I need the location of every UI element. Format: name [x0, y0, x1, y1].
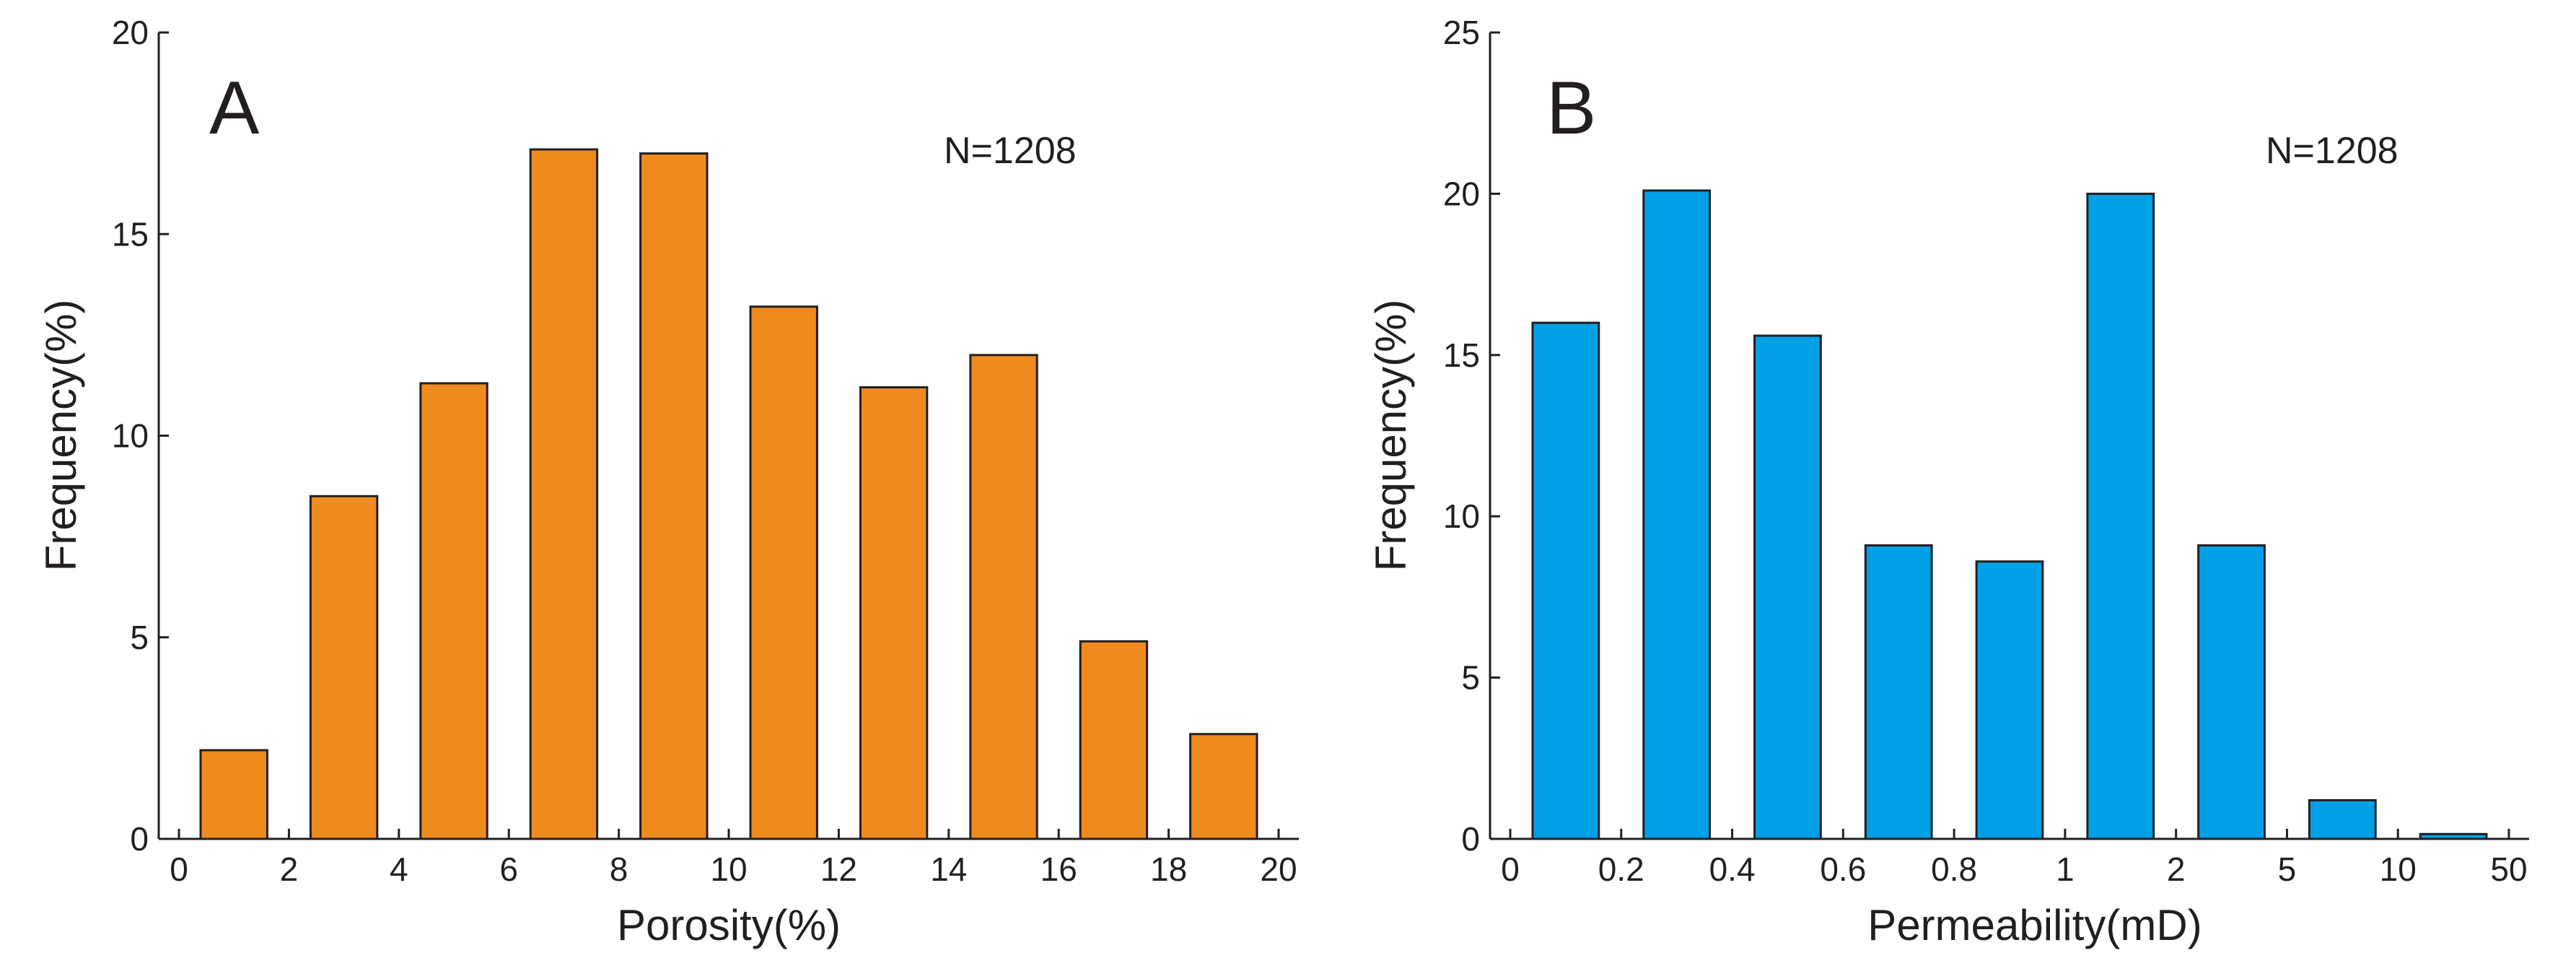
panel-letter-b: B	[1546, 66, 1596, 150]
x-tick-label: 12	[820, 850, 857, 888]
x-tick-label: 4	[390, 850, 408, 888]
x-tick-label: 0	[170, 850, 188, 888]
x-tick-label: 14	[930, 850, 967, 888]
porosity-histogram-panel: A N=1208 0 5 10 15 20 0 2 4 6 8 10 12 14 16 18 20 Poro…	[37, 14, 1299, 949]
x-tick-label: 8	[610, 850, 628, 888]
bar-0-2	[199, 749, 268, 840]
y-tick-label: 15	[1443, 336, 1480, 374]
x-axis-title-b: Permeability(mD)	[1867, 901, 2202, 949]
x-tick-label: 10	[2380, 850, 2417, 888]
y-axis-title-a: Frequency(%)	[37, 300, 85, 572]
x-tick-label: 50	[2490, 850, 2527, 888]
x-tick-label: 6	[499, 850, 518, 888]
y-tick-label: 15	[112, 215, 149, 253]
x-axis-title-a: Porosity(%)	[617, 901, 841, 949]
y-tick-label: 10	[112, 417, 149, 455]
bar-1-2	[2086, 192, 2155, 840]
bar-0.4-0.6	[1753, 334, 1822, 840]
x-tick-label: 0.8	[1931, 850, 1977, 888]
bar-10-12	[749, 305, 818, 840]
bar-4-6	[419, 382, 489, 840]
bar-8-10	[639, 152, 709, 840]
x-tick-label: 0.2	[1598, 850, 1644, 888]
panel-letter-a: A	[209, 66, 260, 150]
x-tick-label: 5	[2278, 850, 2297, 888]
x-tick-label: 10	[710, 850, 747, 888]
bar-0-0.2	[1531, 321, 1600, 840]
y-tick-label: 5	[130, 619, 149, 656]
sample-count-b: N=1208	[2266, 130, 2398, 172]
bar-18-20	[1189, 733, 1258, 840]
x-tick-label: 20	[1260, 850, 1297, 888]
y-tick-label: 25	[1443, 14, 1480, 51]
x-tick-label: 18	[1150, 850, 1187, 888]
y-tick-label: 10	[1443, 497, 1480, 535]
x-ticks-a: 0 2 4 6 8 10 12 14 16 18 20	[170, 829, 1297, 888]
porosity-bars	[199, 148, 1258, 840]
bar-2-5	[2197, 544, 2266, 840]
x-tick-label: 16	[1041, 850, 1077, 888]
bar-5-10	[2308, 798, 2377, 840]
bar-0.2-0.4	[1642, 189, 1712, 840]
bar-16-18	[1079, 640, 1149, 840]
y-ticks-a: 0 5 10 15 20	[112, 14, 169, 858]
y-tick-label: 0	[1461, 820, 1480, 858]
y-tick-label: 20	[1443, 175, 1480, 212]
bar-0.6-0.8	[1864, 544, 1933, 840]
y-tick-label: 0	[130, 820, 149, 858]
x-tick-label: 2	[280, 850, 299, 888]
x-tick-label: 0.6	[1820, 850, 1866, 888]
x-ticks-b: 0 0.2 0.4 0.6 0.8 1 2 5 10 50	[1501, 829, 2528, 888]
y-tick-label: 20	[112, 14, 149, 51]
bar-6-8	[529, 148, 599, 840]
sample-count-a: N=1208	[944, 130, 1077, 172]
bar-0.8-1	[1975, 560, 2044, 840]
bar-14-16	[969, 354, 1038, 840]
y-axis-title-b: Frequency(%)	[1367, 300, 1415, 572]
x-tick-label: 2	[2167, 850, 2186, 888]
permeability-bars	[1531, 189, 2488, 840]
y-ticks-b: 0 5 10 15 20 25	[1443, 14, 1500, 858]
y-tick-label: 5	[1461, 659, 1480, 697]
bar-12-14	[859, 386, 929, 840]
x-tick-label: 0	[1501, 850, 1520, 888]
bar-2-4	[309, 495, 379, 840]
x-tick-label: 1	[2056, 850, 2075, 888]
x-tick-label: 0.4	[1709, 850, 1756, 888]
